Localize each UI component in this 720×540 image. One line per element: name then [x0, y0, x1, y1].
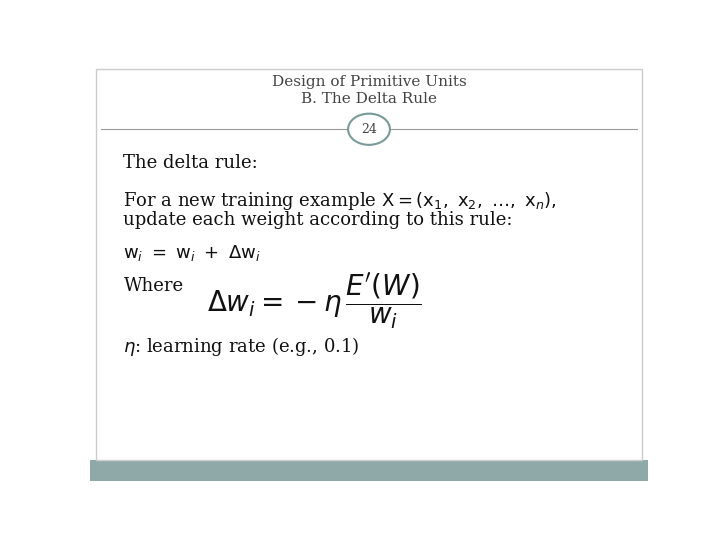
Text: $\eta$: learning rate (e.g., 0.1): $\eta$: learning rate (e.g., 0.1)	[124, 335, 360, 358]
Text: Design of Primitive Units: Design of Primitive Units	[271, 75, 467, 89]
Text: Where: Where	[124, 277, 184, 295]
Text: For a new training example $\mathrm{X} = (\mathrm{x}_1,\ \mathrm{x}_2,\ \ldots,\: For a new training example $\mathrm{X} =…	[124, 190, 557, 212]
Text: $\Delta w_i = -\eta\,\dfrac{E'(W)}{w_i}$: $\Delta w_i = -\eta\,\dfrac{E'(W)}{w_i}$	[207, 271, 422, 330]
Ellipse shape	[348, 113, 390, 145]
FancyBboxPatch shape	[90, 460, 648, 481]
Text: 24: 24	[361, 123, 377, 136]
Text: B. The Delta Rule: B. The Delta Rule	[301, 92, 437, 106]
Text: update each weight according to this rule:: update each weight according to this rul…	[124, 211, 513, 229]
Text: $\mathrm{w}_i\ =\ \mathrm{w}_i\ +\ \Delta\mathrm{w}_i$: $\mathrm{w}_i\ =\ \mathrm{w}_i\ +\ \Delt…	[124, 243, 261, 263]
Text: The delta rule:: The delta rule:	[124, 154, 258, 172]
